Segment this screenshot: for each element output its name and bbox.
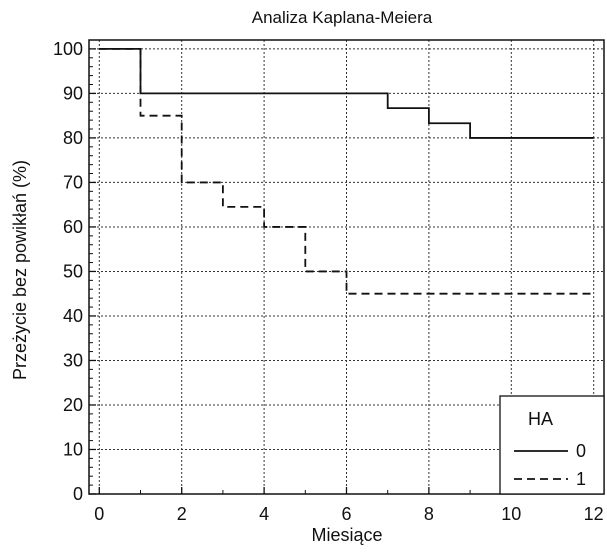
plot-frame — [88, 39, 605, 495]
chart-title: Analiza Kaplana-Meiera — [252, 8, 433, 27]
y-tick-label-40: 40 — [63, 306, 83, 326]
y-tick-label-20: 20 — [63, 395, 83, 415]
legend-items: 01 — [514, 441, 586, 489]
y-tick-label-60: 60 — [63, 217, 83, 237]
y-axis-label: Przeżycie bez powikłań (%) — [10, 160, 30, 380]
y-tick-label-80: 80 — [63, 128, 83, 148]
legend-label-1: 1 — [576, 469, 586, 489]
y-tick-label-100: 100 — [53, 39, 83, 59]
x-tick-label-10: 10 — [501, 504, 521, 524]
y-tick-label-50: 50 — [63, 261, 83, 281]
x-axis-label: Miesiące — [311, 525, 382, 545]
series-line-1 — [99, 48, 594, 295]
x-tick-label-2: 2 — [177, 504, 187, 524]
x-tick-label-12: 12 — [584, 504, 604, 524]
y-tick-label-90: 90 — [63, 83, 83, 103]
legend: HA 01 — [499, 395, 605, 495]
y-tick-label-10: 10 — [63, 439, 83, 459]
series-line-0 — [99, 48, 594, 139]
x-tick-label-0: 0 — [94, 504, 104, 524]
y-tick-label-30: 30 — [63, 350, 83, 370]
y-tick-label-70: 70 — [63, 172, 83, 192]
legend-title: HA — [528, 409, 553, 429]
x-tick-label-6: 6 — [341, 504, 351, 524]
legend-label-0: 0 — [576, 441, 586, 461]
y-tick-label-0: 0 — [73, 484, 83, 504]
series-layer — [99, 48, 594, 295]
x-tick-label-4: 4 — [259, 504, 269, 524]
x-tick-label-8: 8 — [424, 504, 434, 524]
legend-box — [499, 395, 605, 495]
